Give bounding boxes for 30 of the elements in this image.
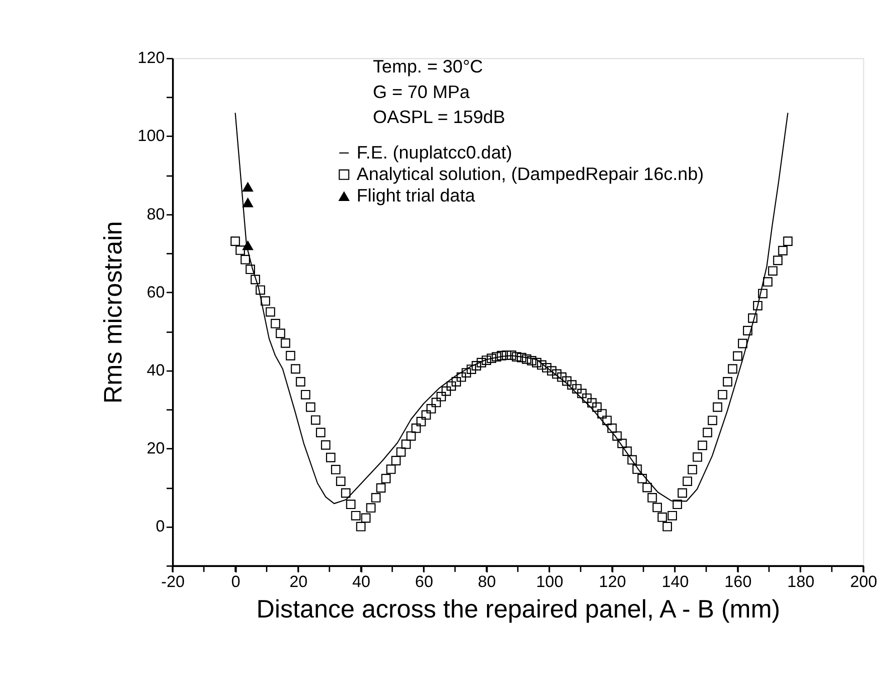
x-tick-label: 140: [662, 572, 689, 591]
x-tick-label: 120: [598, 572, 626, 591]
point: [242, 198, 254, 208]
annotation: OASPL = 159dB: [372, 107, 506, 128]
y-tick-label: 100: [138, 127, 165, 146]
x-tick-label: 20: [289, 572, 308, 591]
x-tick-label: 0: [231, 572, 240, 591]
legend-label: Flight trial data: [356, 186, 476, 206]
y-tick-label: 120: [138, 49, 165, 68]
x-tick-label: 180: [787, 572, 814, 591]
y-tick-label: 0: [156, 518, 165, 536]
y-axis-title: Rms microstrain: [99, 221, 128, 404]
y-tick-label: 40: [146, 361, 165, 380]
x-tick-label: 100: [536, 572, 564, 591]
annotation: Temp. = 30°C: [372, 56, 483, 77]
x-tick-label: 60: [415, 572, 434, 591]
x-tick-label: -20: [161, 572, 185, 591]
legend-label: F.E. (nuplatcc0.dat): [356, 142, 512, 162]
point: [242, 182, 254, 192]
x-tick-label: 200: [850, 572, 878, 591]
y-tick-label: 60: [146, 283, 165, 302]
legend-label: Analytical solution, (DampedRepair 16c.nb): [356, 164, 704, 184]
x-tick-label: 40: [352, 572, 370, 591]
x-tick-label: 160: [724, 572, 752, 591]
x-axis-title: Distance across the repaired panel, A - B (mm): [256, 596, 780, 624]
x-tick-label: 80: [478, 572, 496, 591]
y-tick-label: 20: [146, 439, 165, 458]
y-tick-label: 80: [146, 205, 165, 224]
point: [242, 240, 254, 250]
annotation: G = 70 MPa: [372, 82, 471, 102]
